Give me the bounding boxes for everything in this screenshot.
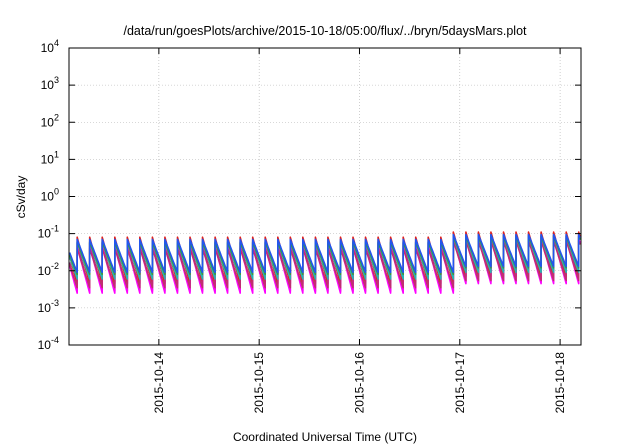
series-line-7 <box>68 233 581 274</box>
grid-lines <box>69 48 581 345</box>
chart-title: /data/run/goesPlots/archive/2015-10-18/0… <box>123 24 527 38</box>
y-tick-label: 100 <box>41 187 59 204</box>
series-line-4 <box>68 239 581 289</box>
y-tick-label: 10-4 <box>38 335 59 352</box>
y-tick-label: 102 <box>41 112 59 129</box>
x-tick-label: 2015-10-15 <box>252 352 266 414</box>
x-tick-label: 2015-10-16 <box>352 352 366 414</box>
y-axis-label: cSv/day <box>14 176 28 219</box>
x-tick-label: 2015-10-14 <box>152 352 166 414</box>
x-axis-ticks: 2015-10-14 2015-10-15 2015-10-16 2015-10-17… <box>152 48 567 413</box>
y-tick-label: 103 <box>41 75 59 92</box>
y-axis-ticks: 104 103 102 101 100 10-1 10-2 10-3 10-4 <box>38 38 581 352</box>
y-tick-label: 101 <box>41 149 59 166</box>
y-tick-label: 10-3 <box>38 298 59 315</box>
data-series <box>68 231 581 294</box>
y-tick-label: 104 <box>41 38 59 55</box>
x-tick-label: 2015-10-18 <box>553 352 567 414</box>
y-tick-label: 10-2 <box>38 261 59 278</box>
y-tick-label: 10-1 <box>38 224 59 241</box>
x-axis-label: Coordinated Universal Time (UTC) <box>233 430 417 444</box>
x-tick-label: 2015-10-17 <box>453 352 467 414</box>
